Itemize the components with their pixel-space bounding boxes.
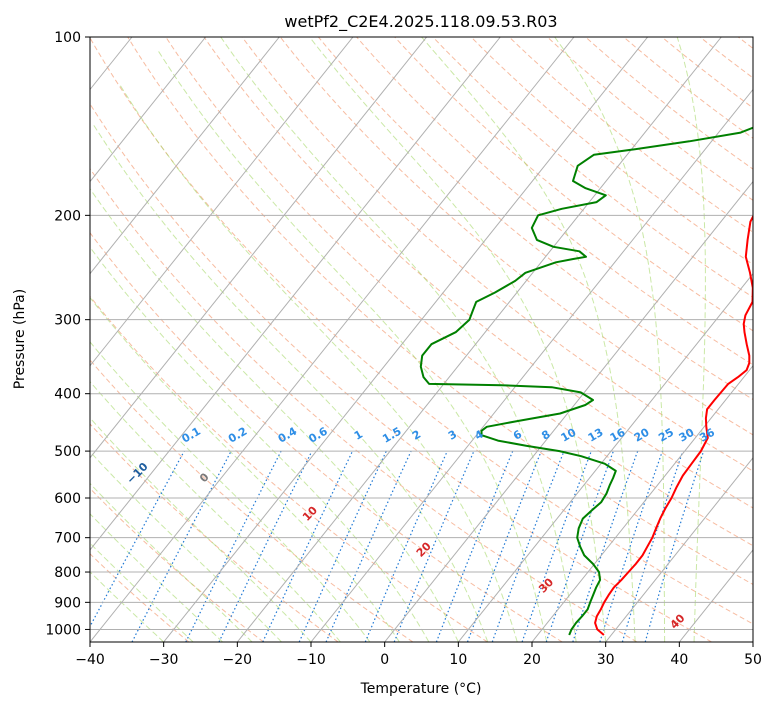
mixing-ratio-line <box>599 450 663 642</box>
moist-adiabat-line <box>90 542 194 642</box>
isotherm-line <box>163 37 649 642</box>
moist-adiabat-line <box>90 187 459 642</box>
y-axis-tick-label: 800 <box>54 565 81 581</box>
chart-title: wetPf2_C2E4.2025.118.09.53.R03 <box>284 12 557 32</box>
series-layer <box>419 126 753 636</box>
isotherm-line <box>90 37 207 183</box>
x-axis-tick-label: 0 <box>380 652 389 668</box>
temperature-profile-line <box>594 214 753 636</box>
isotherm-line <box>457 272 753 642</box>
moist-adiabat-line <box>220 37 577 642</box>
x-axis-label: Temperature (°C) <box>360 681 482 697</box>
dry-adiabat-line <box>90 295 488 642</box>
plot-frame <box>89 36 754 643</box>
moist-adiabat-line <box>90 513 223 642</box>
dry-adiabat-line <box>90 423 339 642</box>
dry-adiabat-line <box>203 37 753 509</box>
x-axis-tick-label: −40 <box>75 652 105 668</box>
mixing-ratio-line <box>466 450 542 642</box>
isotherm-line <box>90 37 354 367</box>
moist-adiabat-line <box>676 37 706 642</box>
isotherm-line <box>90 37 428 459</box>
grid-layer <box>90 37 753 642</box>
moist-adiabat-line <box>90 296 400 642</box>
dewpoint-profile-line <box>419 126 753 636</box>
x-axis-tick-label: 30 <box>597 652 615 668</box>
isotherm-line <box>236 37 722 642</box>
mixing-ratio-line <box>545 450 614 642</box>
mixing-ratio-line <box>491 450 565 642</box>
isotherm-line <box>384 180 753 642</box>
mixing-ratio-line <box>521 450 592 642</box>
y-axis-tick-label: 600 <box>54 491 81 507</box>
dry-adiabat-line <box>90 37 753 625</box>
dry-adiabat-line <box>90 231 563 642</box>
mixing-ratio-line <box>325 450 412 642</box>
moist-adiabat-line <box>421 37 636 642</box>
mixing-ratio-line <box>185 450 282 642</box>
x-axis-tick-label: 10 <box>449 652 467 668</box>
dry-adiabat-line <box>623 37 753 139</box>
mixing-ratio-line <box>364 450 448 642</box>
y-axis-tick-label: 200 <box>54 208 81 224</box>
isotherm-line <box>90 37 280 275</box>
dry-adiabat-line <box>279 37 753 436</box>
moist-adiabat-line <box>90 417 312 642</box>
moist-adiabat-line <box>309 37 607 642</box>
y-axis-tick-label: 500 <box>54 444 81 460</box>
dry-adiabat-line <box>90 359 414 642</box>
y-axis-tick-label: 300 <box>54 313 81 329</box>
y-axis-tick-label: 100 <box>54 30 81 46</box>
isotherm-line <box>605 457 753 642</box>
moist-adiabat-line <box>90 482 253 642</box>
dry-adiabat-line <box>394 37 753 332</box>
isotherm-line <box>531 364 753 642</box>
moist-adiabat-line <box>92 123 489 642</box>
isotherm-line <box>90 37 501 551</box>
y-axis-tick-label: 1000 <box>45 622 81 638</box>
moist-adiabat-line <box>90 450 282 642</box>
x-axis-tick-label: 40 <box>670 652 688 668</box>
moist-adiabat-line <box>90 380 341 642</box>
dry-adiabat-line <box>318 37 753 401</box>
x-axis-tick-label: 20 <box>523 652 541 668</box>
axis-layer: −40 −30 −20 −10 0 10 20 30 40 50 100 200 300 400 500 60… <box>45 30 762 668</box>
isotherm-line <box>90 37 575 642</box>
mixing-ratio-line <box>90 450 185 628</box>
moist-adiabat-line <box>90 246 430 642</box>
dry-adiabat-line <box>90 102 712 642</box>
moist-adiabat-line <box>554 37 666 642</box>
dry-adiabat-line <box>90 487 264 642</box>
y-axis-tick-label: 700 <box>54 531 81 547</box>
y-axis-label: Pressure (hPa) <box>12 289 28 389</box>
x-axis-tick-label: −30 <box>149 652 179 668</box>
dry-adiabat-line <box>470 37 753 265</box>
dry-adiabat-line <box>165 37 753 547</box>
moist-adiabat-line <box>156 49 548 642</box>
x-axis-tick-label: −20 <box>223 652 253 668</box>
dry-adiabat-line <box>127 37 753 585</box>
y-axis-tick-label: 900 <box>54 595 81 611</box>
mixing-ratio-line <box>621 450 684 642</box>
mixing-ratio-line <box>435 450 514 642</box>
dry-adiabat-line <box>547 37 753 201</box>
x-axis-tick-label: −10 <box>296 652 326 668</box>
x-axis-tick-label: 50 <box>744 652 762 668</box>
moist-adiabat-line <box>118 83 518 642</box>
dry-adiabat-line <box>90 167 638 642</box>
y-axis-tick-label: 400 <box>54 387 81 403</box>
